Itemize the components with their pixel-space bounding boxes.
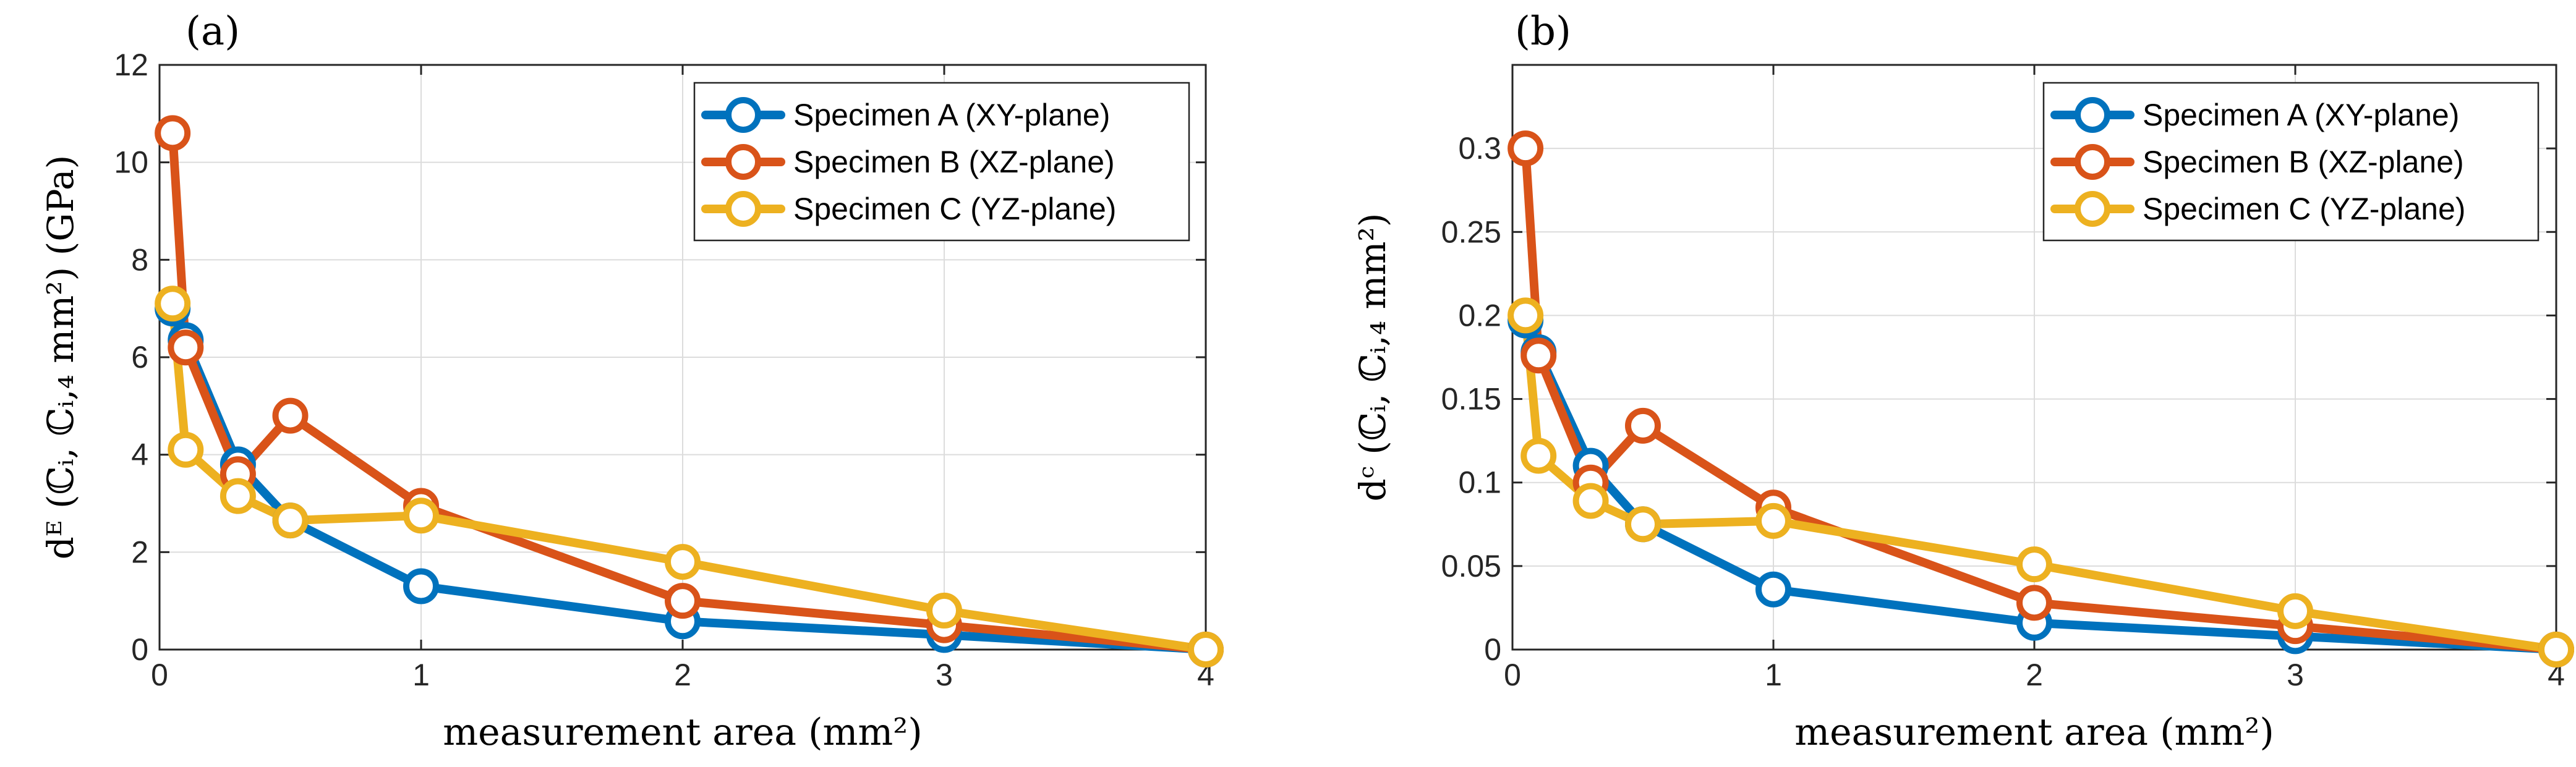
data-point	[2538, 632, 2574, 667]
legend-label: Specimen C (YZ-plane)	[793, 192, 1116, 226]
panel-label: (a)	[186, 9, 240, 54]
legend: Specimen A (XY-plane) Specimen B (XZ-plan…	[2042, 82, 2540, 242]
legend-label: Specimen A (XY-plane)	[2143, 98, 2459, 132]
data-point	[1188, 632, 1224, 667]
y-tick-label: 0.1	[1458, 465, 1501, 500]
x-tick-label: 3	[2287, 658, 2304, 692]
data-point	[2016, 585, 2052, 621]
y-tick-label: 0.05	[1441, 549, 1501, 583]
legend-marker	[725, 191, 761, 227]
x-tick-label: 1	[1765, 658, 1782, 692]
y-tick-label: 10	[114, 145, 148, 180]
y-axis-label: dᶜ (ℂᵢ, ℂᵢ,₄ mm²)	[1352, 213, 1394, 502]
data-point	[403, 498, 439, 534]
data-point	[926, 592, 962, 629]
y-tick-label: 0.15	[1441, 382, 1501, 417]
legend-label: Specimen A (XY-plane)	[793, 98, 1110, 132]
series-group	[155, 115, 1224, 667]
y-tick-label: 12	[114, 48, 148, 82]
data-point	[1508, 130, 1544, 167]
legend-label: Specimen C (YZ-plane)	[2143, 192, 2465, 226]
x-tick-label: 0	[1504, 658, 1521, 692]
legend-marker	[725, 97, 761, 133]
data-point	[1520, 337, 1557, 374]
data-point	[220, 478, 256, 514]
x-tick-label: 3	[936, 658, 953, 692]
y-tick-label: 0	[1484, 632, 1501, 667]
series-group	[1508, 130, 2574, 667]
legend-marker	[725, 144, 761, 180]
legend: Specimen A (XY-plane) Specimen B (XZ-plan…	[693, 82, 1190, 242]
y-tick-label: 0.25	[1441, 214, 1501, 249]
x-tick-label: 2	[674, 658, 691, 692]
data-point	[168, 431, 204, 468]
data-point	[665, 583, 701, 619]
legend-marker	[2075, 144, 2110, 180]
x-tick-label: 2	[2026, 658, 2043, 692]
data-point	[155, 115, 191, 151]
x-axis-label: measurement area (mm²)	[1794, 711, 2274, 754]
data-point	[2016, 546, 2052, 583]
legend-label: Specimen B (XZ-plane)	[793, 145, 1115, 179]
data-point	[272, 397, 309, 434]
y-tick-label: 0.3	[1458, 131, 1501, 166]
panel-label: (b)	[1515, 9, 1571, 54]
data-point	[1625, 407, 1661, 444]
data-point	[1755, 502, 1791, 539]
data-point	[2277, 593, 2313, 629]
data-point	[1508, 297, 1544, 334]
y-tick-label: 4	[131, 438, 148, 472]
data-point	[665, 544, 701, 580]
data-point	[1520, 438, 1557, 474]
legend-marker	[2075, 191, 2110, 227]
y-tick-label: 0	[131, 632, 148, 667]
x-tick-label: 0	[151, 658, 168, 692]
data-point	[272, 502, 309, 539]
y-tick-label: 6	[131, 340, 148, 375]
series-line	[1521, 144, 2561, 654]
legend-label: Specimen B (XZ-plane)	[2143, 145, 2464, 179]
x-axis-label: measurement area (mm²)	[443, 711, 923, 754]
y-ticks: 0 0.05 0.1 0.15 0.2 0.25 0.3	[1441, 131, 2556, 667]
data-point	[155, 286, 191, 322]
data-point	[168, 329, 204, 366]
data-point	[1755, 571, 1791, 608]
y-tick-label: 2	[131, 535, 148, 569]
y-tick-label: 8	[131, 242, 148, 277]
series-line	[168, 129, 1210, 654]
data-point	[1625, 506, 1661, 543]
data-point	[1572, 483, 1609, 519]
legend-marker	[2075, 97, 2110, 133]
data-point	[403, 568, 439, 604]
x-tick-label: 1	[412, 658, 430, 692]
y-tick-label: 0.2	[1458, 298, 1501, 333]
y-axis-label: dᴱ (ℂᵢ, ℂᵢ,₄ mm²) (GPa)	[40, 155, 82, 559]
